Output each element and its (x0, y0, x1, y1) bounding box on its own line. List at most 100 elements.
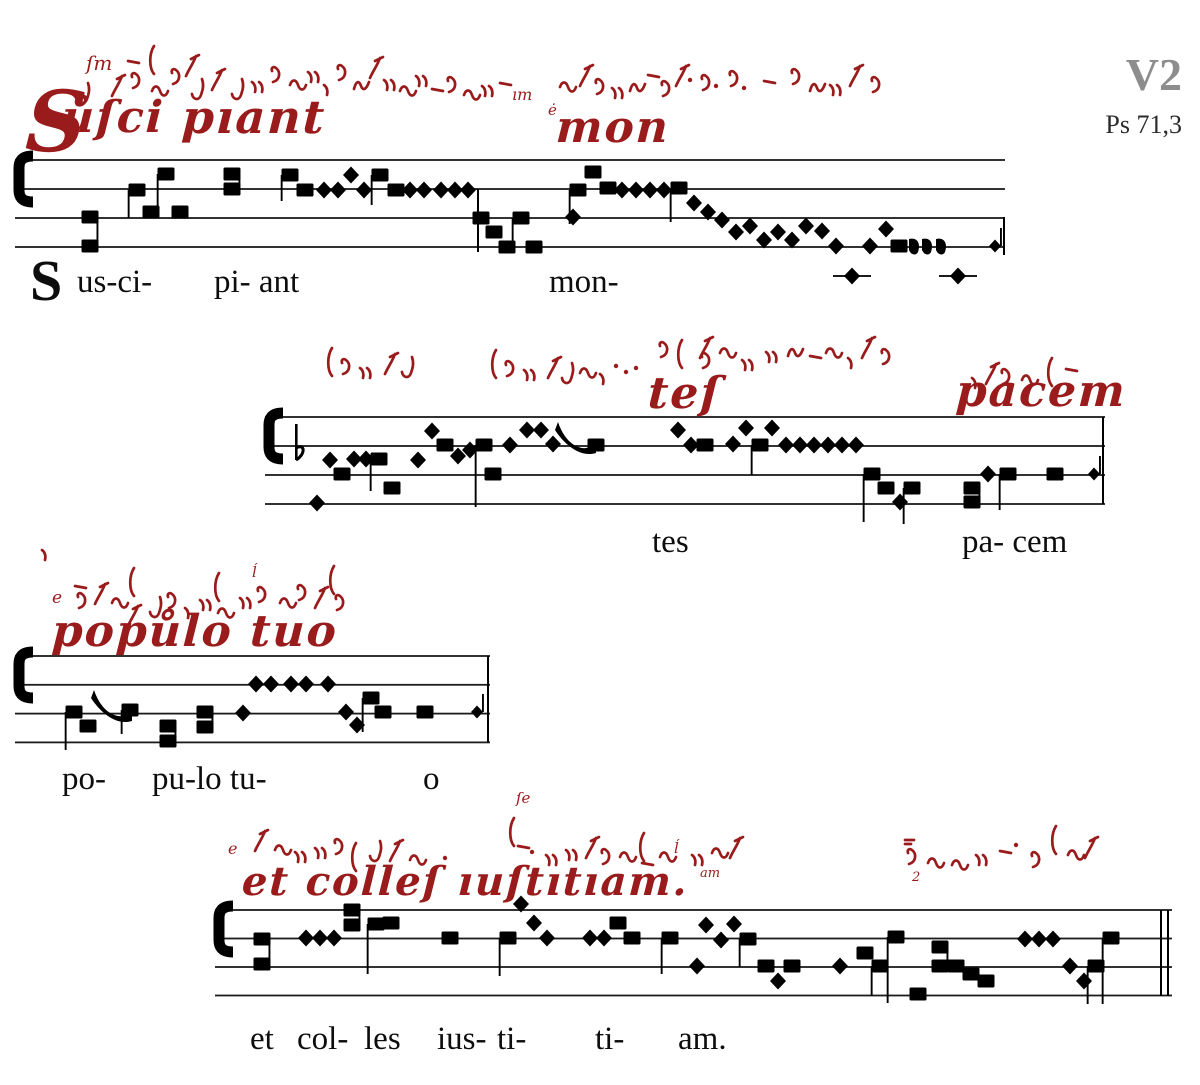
punctum-diamond (316, 181, 332, 199)
podatus-stem (238, 174, 241, 189)
neume-hk (790, 67, 801, 86)
note-stem (370, 175, 373, 205)
punctum-diamond (263, 675, 279, 693)
punctum-diamond (1076, 972, 1092, 990)
custos (1088, 467, 1100, 481)
system-3: eĺ (13, 548, 490, 750)
punctum-square (887, 930, 905, 944)
punctum-diamond (309, 494, 325, 512)
punctum-diamond (770, 223, 786, 241)
neume-letter: 2 (911, 870, 920, 885)
c-clef (213, 900, 234, 958)
punctum-square (343, 903, 361, 917)
punctum-diamond (713, 931, 729, 949)
neume-vir (126, 603, 143, 628)
punctum-diamond (539, 929, 555, 947)
neume-hk (1000, 367, 1011, 386)
punctum-diamond (346, 450, 362, 468)
punctum-diamond (424, 422, 440, 440)
neume-tra (73, 584, 88, 590)
neume-hk (340, 357, 351, 376)
punctum-diamond (320, 675, 336, 693)
lyric-syllable-system-4: et (250, 1021, 274, 1057)
neume-hk (334, 593, 345, 612)
punctum-square (383, 481, 401, 495)
neume-hk (906, 847, 917, 866)
punctum-diamond (814, 222, 830, 240)
neume-lsq (128, 566, 136, 598)
neume-hk (870, 75, 881, 94)
rubric-word-system-1: mon (554, 102, 672, 153)
punctum-diamond (784, 231, 800, 249)
neume-sq (824, 347, 844, 359)
rubric-word-system-4: et colleſ ıuſtıtıam. (240, 858, 691, 905)
neume-hk (600, 847, 611, 866)
staff-line (215, 937, 1172, 940)
neume-lsq (490, 348, 498, 380)
punctum-square (963, 481, 981, 495)
punctum-square (587, 438, 605, 452)
punctum-square (81, 239, 99, 253)
punctum-diamond (330, 181, 346, 199)
rubric-word-system-2: pacem (954, 366, 1128, 417)
neume-sq (1066, 849, 1086, 861)
neume-dot (613, 363, 619, 369)
punctum-diamond (533, 421, 549, 439)
podatus-stem (268, 939, 271, 964)
punctum-diamond (756, 231, 772, 249)
neume-com (183, 606, 190, 620)
neume-com2 (250, 80, 264, 94)
note-stem (156, 174, 159, 214)
c-clef (263, 407, 284, 465)
punctum-diamond (1031, 930, 1047, 948)
punctum-square (121, 703, 139, 717)
neume-com2 (544, 853, 558, 867)
punctum-square (362, 691, 380, 705)
staff-line (265, 474, 1105, 476)
punctum-diamond (433, 181, 449, 199)
punctum-diamond (410, 451, 426, 469)
punctum-diamond (683, 436, 699, 454)
neume-hk (336, 63, 347, 82)
neume-letter: ſm (84, 51, 112, 75)
barline (487, 656, 489, 742)
punctum-square (436, 438, 454, 452)
note-stem (902, 488, 905, 524)
neume-sq (718, 347, 738, 359)
rubric-word-system-1: ůſci (60, 92, 166, 143)
neume-vir (860, 335, 877, 360)
punctum-diamond (834, 436, 850, 454)
neume-dot (713, 83, 719, 89)
neume-com (40, 548, 47, 562)
punctum-square (499, 931, 517, 945)
punctum-diamond (349, 716, 365, 734)
punctum-square (877, 481, 895, 495)
punctum-diamond (844, 267, 860, 285)
liquescent-note (922, 238, 932, 255)
note-stem (870, 966, 873, 996)
podatus-stem (978, 488, 981, 502)
punctum-diamond (980, 465, 996, 483)
punctum-square (128, 183, 146, 197)
punctum-square (387, 183, 405, 197)
punctum-square (512, 211, 530, 225)
neume-tra (430, 87, 445, 93)
neume-tra (808, 354, 823, 360)
neume-vir (368, 55, 385, 80)
punctum-diamond (1062, 957, 1078, 975)
note-stem (1101, 938, 1104, 1004)
neume-com2 (480, 84, 494, 98)
punctum-square (609, 916, 627, 930)
neume-pes (190, 77, 205, 101)
punctum-square (931, 940, 949, 954)
barline (1102, 417, 1104, 504)
punctum-diamond (460, 181, 476, 199)
neume-tra (498, 81, 513, 87)
neume-sq (278, 597, 298, 609)
neume-letter: ım (512, 85, 532, 104)
punctum-diamond (248, 675, 264, 693)
punctum-diamond (526, 914, 542, 932)
punctum-diamond (892, 493, 908, 511)
punctum-square (281, 168, 299, 182)
